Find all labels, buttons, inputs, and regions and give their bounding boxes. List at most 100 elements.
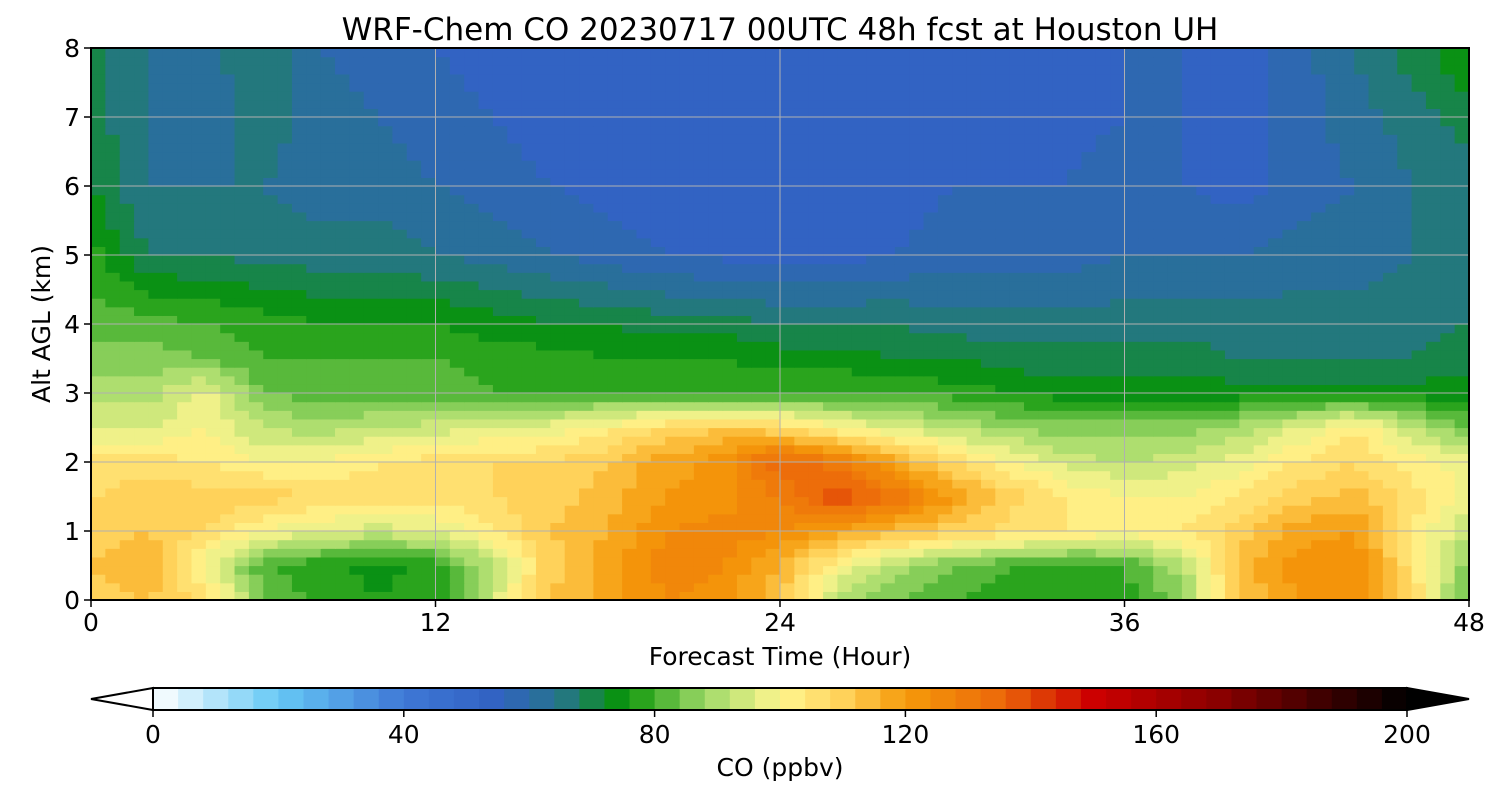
heatmap-cell xyxy=(1397,289,1413,299)
heatmap-cell xyxy=(1110,211,1126,222)
heatmap-cell xyxy=(1067,574,1083,584)
heatmap-cell xyxy=(1440,186,1456,196)
heatmap-cell xyxy=(1440,513,1456,523)
heatmap-cell xyxy=(550,298,566,308)
heatmap-cell xyxy=(894,505,910,515)
heatmap-cell xyxy=(205,263,221,273)
heatmap-cell xyxy=(550,565,566,575)
heatmap-cell xyxy=(665,496,681,506)
heatmap-cell xyxy=(665,151,681,161)
heatmap-cell xyxy=(1210,237,1226,247)
heatmap-cell xyxy=(191,289,207,299)
heatmap-cell xyxy=(1038,289,1054,299)
heatmap-cell xyxy=(937,229,953,239)
heatmap-cell xyxy=(1138,418,1154,429)
heatmap-cell xyxy=(1425,375,1441,385)
heatmap-cell xyxy=(851,341,867,351)
heatmap-cell xyxy=(1311,574,1327,584)
heatmap-cell xyxy=(363,513,379,523)
heatmap-cell xyxy=(708,168,724,178)
heatmap-cell xyxy=(722,151,738,161)
heatmap-cell xyxy=(378,591,394,601)
heatmap-cell xyxy=(492,401,508,411)
heatmap-cell xyxy=(808,263,824,273)
heatmap-cell xyxy=(794,479,810,489)
heatmap-cell xyxy=(1397,229,1413,239)
heatmap-cell xyxy=(1354,315,1370,325)
heatmap-cell xyxy=(306,151,322,161)
heatmap-cell xyxy=(1167,531,1183,541)
heatmap-cell xyxy=(234,470,250,480)
heatmap-cell xyxy=(220,384,236,394)
heatmap-cell xyxy=(966,496,982,506)
heatmap-cell xyxy=(1239,229,1255,239)
heatmap-cell xyxy=(736,393,752,403)
heatmap-cell xyxy=(980,255,996,265)
heatmap-cell xyxy=(1110,505,1126,515)
heatmap-cell xyxy=(1239,246,1255,256)
heatmap-cell xyxy=(909,229,925,239)
heatmap-cell xyxy=(478,298,494,308)
heatmap-cell xyxy=(1138,556,1154,567)
heatmap-cell xyxy=(406,298,422,308)
heatmap-cell xyxy=(966,298,982,308)
heatmap-cell xyxy=(1210,418,1226,429)
heatmap-cell xyxy=(1397,375,1413,385)
heatmap-cell xyxy=(320,393,336,403)
heatmap-cell xyxy=(478,591,494,601)
heatmap-cell xyxy=(722,358,738,368)
heatmap-cell xyxy=(550,496,566,506)
heatmap-cell xyxy=(191,462,207,472)
heatmap-cell xyxy=(1052,349,1068,360)
heatmap-cell xyxy=(234,151,250,161)
heatmap-cell xyxy=(1009,522,1025,532)
heatmap-cell xyxy=(1282,427,1298,437)
heatmap-cell xyxy=(349,349,365,360)
heatmap-cell xyxy=(564,427,580,437)
heatmap-cell xyxy=(148,453,164,463)
heatmap-cell xyxy=(1354,582,1370,592)
heatmap-cell xyxy=(1124,470,1140,480)
heatmap-cell xyxy=(693,444,709,454)
heatmap-cell xyxy=(134,487,150,498)
heatmap-cell xyxy=(1354,332,1370,342)
heatmap-cell xyxy=(952,548,968,558)
heatmap-cell xyxy=(866,160,882,170)
heatmap-cell xyxy=(119,315,135,325)
heatmap-cell xyxy=(636,531,652,541)
heatmap-cell xyxy=(191,237,207,247)
heatmap-cell xyxy=(693,462,709,472)
heatmap-cell xyxy=(220,582,236,592)
heatmap-cell xyxy=(421,574,437,584)
heatmap-cell xyxy=(679,177,695,187)
heatmap-cell xyxy=(507,487,523,498)
heatmap-cell xyxy=(1425,453,1441,463)
heatmap-cell xyxy=(478,487,494,498)
heatmap-cell xyxy=(1296,522,1312,532)
heatmap-cell xyxy=(263,582,279,592)
heatmap-cell xyxy=(1440,220,1456,230)
heatmap-cell xyxy=(464,375,480,385)
heatmap-cell xyxy=(492,237,508,247)
heatmap-cell xyxy=(134,591,150,601)
heatmap-cell xyxy=(780,591,795,601)
heatmap-cell xyxy=(478,418,494,429)
heatmap-cell xyxy=(736,186,752,196)
heatmap-cell xyxy=(607,462,623,472)
heatmap-cell xyxy=(1167,444,1183,454)
heatmap-cell xyxy=(435,246,451,256)
heatmap-cell xyxy=(880,177,896,187)
heatmap-cell xyxy=(1368,151,1384,161)
heatmap-cell xyxy=(837,401,853,411)
heatmap-cell xyxy=(1081,289,1097,299)
heatmap-cell xyxy=(421,462,437,472)
heatmap-cell xyxy=(579,479,594,489)
heatmap-cell xyxy=(1440,160,1456,170)
heatmap-cell xyxy=(550,401,566,411)
heatmap-cell xyxy=(593,470,609,480)
heatmap-cell xyxy=(234,280,250,291)
heatmap-cell xyxy=(1454,393,1470,403)
heatmap-cell xyxy=(1397,280,1413,291)
heatmap-cell xyxy=(464,332,480,342)
heatmap-cell xyxy=(421,496,437,506)
